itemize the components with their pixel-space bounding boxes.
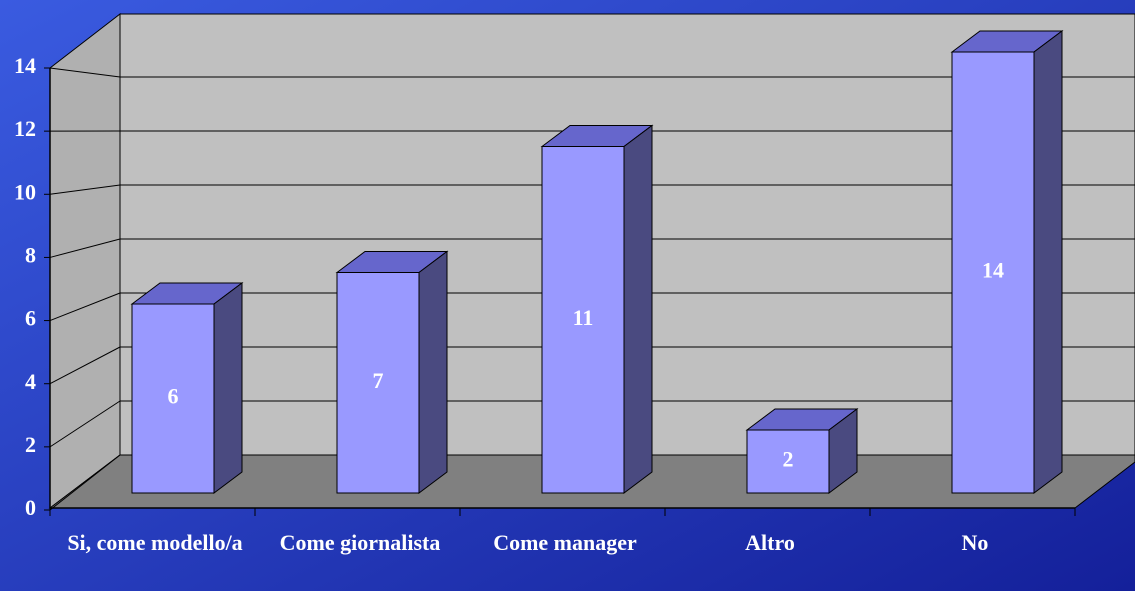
bar-front xyxy=(541,146,625,494)
bar-front xyxy=(336,272,420,494)
bar-front xyxy=(951,51,1035,494)
grid-line xyxy=(49,184,121,195)
data-label: 7 xyxy=(373,368,384,393)
x-tick-label: Come manager xyxy=(493,530,637,555)
grid-line xyxy=(49,454,121,511)
grid-line xyxy=(49,346,121,385)
data-label: 2 xyxy=(783,447,794,472)
side-wall xyxy=(49,12,121,510)
bar-front xyxy=(746,429,830,494)
y-tick-label: 6 xyxy=(25,306,36,331)
bar: 6 xyxy=(130,282,244,494)
x-tick-label: Si, come modello/a xyxy=(67,530,242,555)
bar-side xyxy=(623,124,653,494)
y-tick-label: 2 xyxy=(25,432,36,457)
bar-side xyxy=(418,250,448,494)
y-tick-label: 14 xyxy=(14,53,36,78)
bar: 11 xyxy=(540,124,654,494)
bars: 6 7 11 2 14 xyxy=(130,30,1064,494)
grid-line xyxy=(49,67,121,78)
x-tick-label: Come giornalista xyxy=(280,530,441,555)
bar: 2 xyxy=(745,408,859,494)
y-tick-label: 0 xyxy=(25,495,36,520)
grid-line xyxy=(49,238,121,258)
data-label: 14 xyxy=(982,258,1004,283)
bar-front xyxy=(131,303,215,494)
y-tick-label: 12 xyxy=(14,116,36,141)
data-label: 6 xyxy=(168,384,179,409)
bar: 7 xyxy=(335,250,449,494)
data-label: 11 xyxy=(573,305,594,330)
y-tick-label: 10 xyxy=(14,179,36,204)
y-tick-label: 4 xyxy=(25,369,36,394)
bar: 14 xyxy=(950,30,1064,494)
grid-line xyxy=(49,400,121,448)
bar-side xyxy=(1033,30,1063,494)
x-tick-label: No xyxy=(962,530,989,555)
x-tick-label: Altro xyxy=(745,530,795,555)
bar-side xyxy=(213,282,243,494)
y-tick-label: 8 xyxy=(25,242,36,267)
grid-line xyxy=(49,292,121,322)
